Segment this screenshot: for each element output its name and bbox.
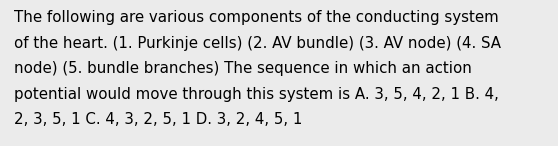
Text: potential would move through this system is A. 3, 5, 4, 2, 1 B. 4,: potential would move through this system… [14, 87, 499, 102]
Text: of the heart. (1. Purkinje cells) (2. AV bundle) (3. AV node) (4. SA: of the heart. (1. Purkinje cells) (2. AV… [14, 36, 501, 51]
Text: 2, 3, 5, 1 C. 4, 3, 2, 5, 1 D. 3, 2, 4, 5, 1: 2, 3, 5, 1 C. 4, 3, 2, 5, 1 D. 3, 2, 4, … [14, 112, 302, 127]
Text: The following are various components of the conducting system: The following are various components of … [14, 10, 499, 25]
Text: node) (5. bundle branches) The sequence in which an action: node) (5. bundle branches) The sequence … [14, 61, 472, 76]
